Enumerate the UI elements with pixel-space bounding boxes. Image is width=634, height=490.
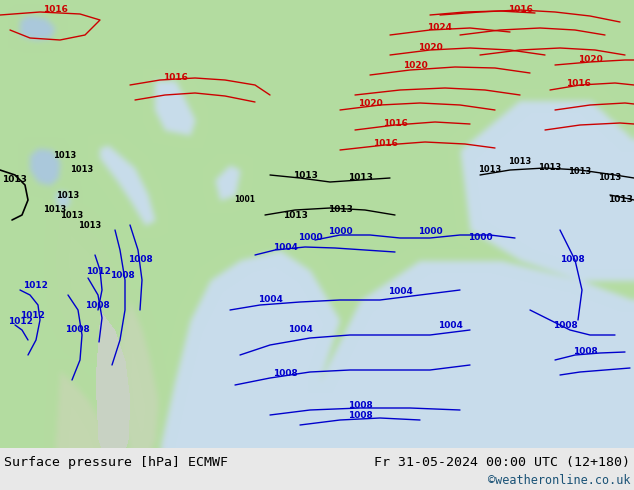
Text: 1013: 1013: [328, 205, 353, 215]
Text: Surface pressure [hPa] ECMWF: Surface pressure [hPa] ECMWF: [4, 456, 228, 469]
Text: 1020: 1020: [578, 55, 602, 65]
Text: 1013: 1013: [538, 164, 562, 172]
Text: 1013: 1013: [607, 196, 633, 204]
Text: 1016: 1016: [162, 74, 188, 82]
Text: 1016: 1016: [382, 119, 408, 127]
Text: 1008: 1008: [84, 300, 110, 310]
Text: 1016: 1016: [373, 139, 398, 147]
Text: 1013: 1013: [508, 157, 532, 167]
Text: 1008: 1008: [347, 400, 372, 410]
Text: 1013: 1013: [283, 211, 307, 220]
Text: 1024: 1024: [427, 24, 453, 32]
Text: 1008: 1008: [347, 411, 372, 419]
Text: 1001: 1001: [235, 196, 256, 204]
Text: 1012: 1012: [86, 268, 110, 276]
Text: 1013: 1013: [43, 205, 67, 215]
Text: 1012: 1012: [20, 311, 44, 319]
Text: 1013: 1013: [568, 168, 592, 176]
Text: 1016: 1016: [508, 5, 533, 15]
Text: 1013: 1013: [60, 211, 84, 220]
Text: 1000: 1000: [468, 234, 493, 243]
Text: 1013: 1013: [347, 173, 372, 182]
Text: 1013: 1013: [79, 220, 101, 229]
Text: 1013: 1013: [479, 166, 501, 174]
Text: 1008: 1008: [553, 320, 578, 329]
Text: 1013: 1013: [292, 171, 318, 179]
Text: 1000: 1000: [298, 234, 322, 243]
Text: 1016: 1016: [42, 5, 67, 15]
Text: 1020: 1020: [418, 44, 443, 52]
Text: 1013: 1013: [70, 166, 94, 174]
Text: 1008: 1008: [127, 255, 152, 265]
Text: 1013: 1013: [598, 173, 621, 182]
Text: 1020: 1020: [358, 98, 382, 107]
Text: Fr 31-05-2024 00:00 UTC (12+180): Fr 31-05-2024 00:00 UTC (12+180): [374, 456, 630, 469]
Text: 1008: 1008: [110, 270, 134, 279]
Text: 1013: 1013: [56, 191, 80, 199]
Text: 1004: 1004: [257, 295, 282, 304]
Text: 1008: 1008: [65, 325, 89, 335]
Text: 1013: 1013: [53, 150, 77, 160]
Text: 1004: 1004: [387, 288, 413, 296]
Text: 1012: 1012: [8, 318, 32, 326]
Text: 1008: 1008: [560, 255, 585, 265]
Text: 1004: 1004: [437, 320, 462, 329]
Text: 1000: 1000: [418, 227, 443, 237]
Text: 1016: 1016: [566, 78, 590, 88]
Text: 1013: 1013: [1, 175, 27, 185]
Text: 1008: 1008: [273, 368, 297, 377]
Text: 1012: 1012: [23, 280, 48, 290]
Text: ©weatheronline.co.uk: ©weatheronline.co.uk: [488, 474, 630, 487]
Text: 1008: 1008: [573, 347, 597, 357]
Text: 1004: 1004: [273, 243, 297, 251]
Text: 1000: 1000: [328, 227, 353, 237]
Text: 1020: 1020: [403, 60, 427, 70]
Text: 1004: 1004: [288, 325, 313, 335]
